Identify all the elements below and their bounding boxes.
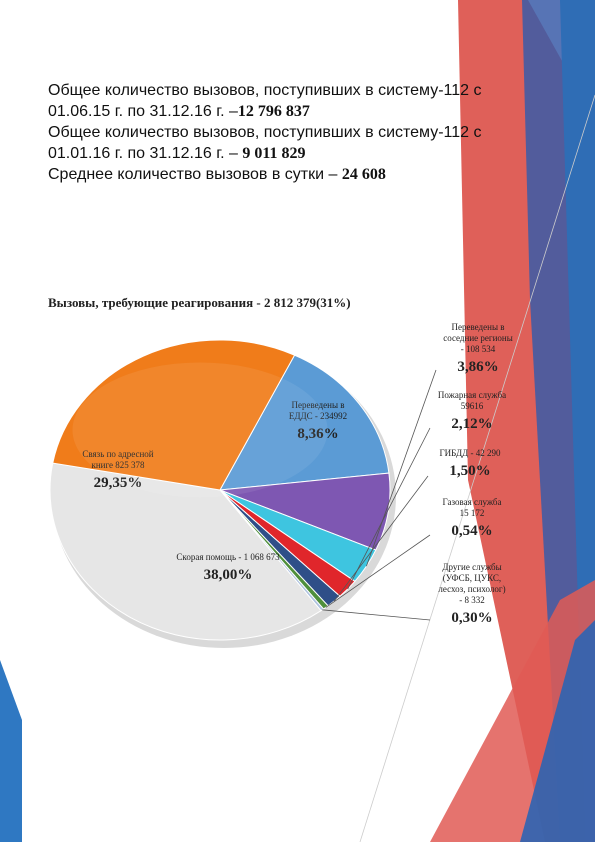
leader-line: [322, 609, 431, 621]
slice-label: ГИБДД - 42 290 1,50%: [439, 448, 501, 479]
intro-line-5: Среднее количество вызовов в сутки – 24 …: [48, 164, 548, 185]
slice-percent-label: 38,00%: [204, 567, 253, 583]
slice-label-text: 15 172: [460, 508, 485, 518]
slice-percent-label: 8,36%: [297, 426, 338, 442]
slice-percent-label: 1,50%: [449, 463, 490, 479]
slice-label-text: (УФСБ, ЦУКС,: [443, 573, 501, 583]
intro-text: Общее количество вызовов, поступивших в …: [48, 80, 548, 185]
slice-percent-label: 3,86%: [457, 359, 498, 375]
intro-line-2: 01.06.15 г. по 31.12.16 г. –12 796 837: [48, 101, 548, 122]
intro-line-1: Общее количество вызовов, поступивших в …: [48, 82, 482, 99]
left-stripe-blue: [0, 660, 22, 842]
slice-label-text: книге 825 378: [91, 460, 145, 470]
slice-label-text: Переведены в: [292, 400, 345, 410]
slice-percent-label: 2,12%: [451, 416, 492, 432]
slice-label-text: ГИБДД - 42 290: [439, 448, 501, 458]
total-calls-value: 12 796 837: [237, 103, 310, 120]
chart-title: Вызовы, требующие реагирования - 2 812 3…: [48, 295, 351, 310]
slice-label-text: Связь по адресной: [82, 449, 153, 459]
pie-slice: [49, 462, 322, 641]
leader-line: [366, 369, 437, 567]
leader-line: [333, 475, 429, 602]
daily-average-value: 24 608: [341, 166, 386, 183]
slice-percent-label: 0,54%: [451, 523, 492, 539]
pie-slice: [219, 472, 391, 551]
slice-label-text: - 108 534: [461, 344, 496, 354]
slice-label: Скорая помощь - 1 068 673 38,00%: [176, 552, 280, 583]
slice-label-text: Переведены в: [452, 322, 505, 332]
slice-label-text: 59616: [461, 401, 484, 411]
intro-line-5-text: Среднее количество вызовов в сутки –: [48, 166, 338, 183]
leader-line: [325, 534, 431, 608]
slice-label-text: Пожарная служба: [438, 390, 506, 400]
intro-line-3: Общее количество вызовов, поступивших в …: [48, 124, 482, 141]
year-calls-value: 9 011 829: [242, 145, 306, 162]
slice-label: Другие службы(УФСБ, ЦУКС,лесхоз, психоло…: [438, 562, 505, 626]
slice-label-text: - 8 332: [459, 595, 485, 605]
pie-slice: [52, 339, 296, 491]
intro-line-2-text: 01.06.15 г. по 31.12.16 г. –: [48, 103, 238, 120]
thin-guide-line: [359, 94, 595, 842]
slice-label-text: Скорая помощь - 1 068 673: [176, 552, 280, 562]
slice-label-text: Другие службы: [442, 562, 501, 572]
pie-highlight: [72, 362, 328, 498]
slice-label-text: соседние регионы: [443, 333, 513, 343]
bottom-right-blue: [520, 620, 595, 842]
slice-label-text: Газовая служба: [442, 497, 501, 507]
leader-line: [347, 427, 431, 590]
intro-line-4-text: 01.01.16 г. по 31.12.16 г. –: [48, 145, 238, 162]
slice-percent-label: 0,30%: [451, 610, 492, 626]
slice-percent-label: 29,35%: [94, 475, 143, 491]
intro-line-4: 01.01.16 г. по 31.12.16 г. – 9 011 829: [48, 143, 548, 164]
slice-label-text: лесхоз, психолог): [438, 584, 505, 594]
slice-label-text: ЕДДС - 234992: [289, 411, 347, 421]
pie-slice: [219, 354, 390, 491]
